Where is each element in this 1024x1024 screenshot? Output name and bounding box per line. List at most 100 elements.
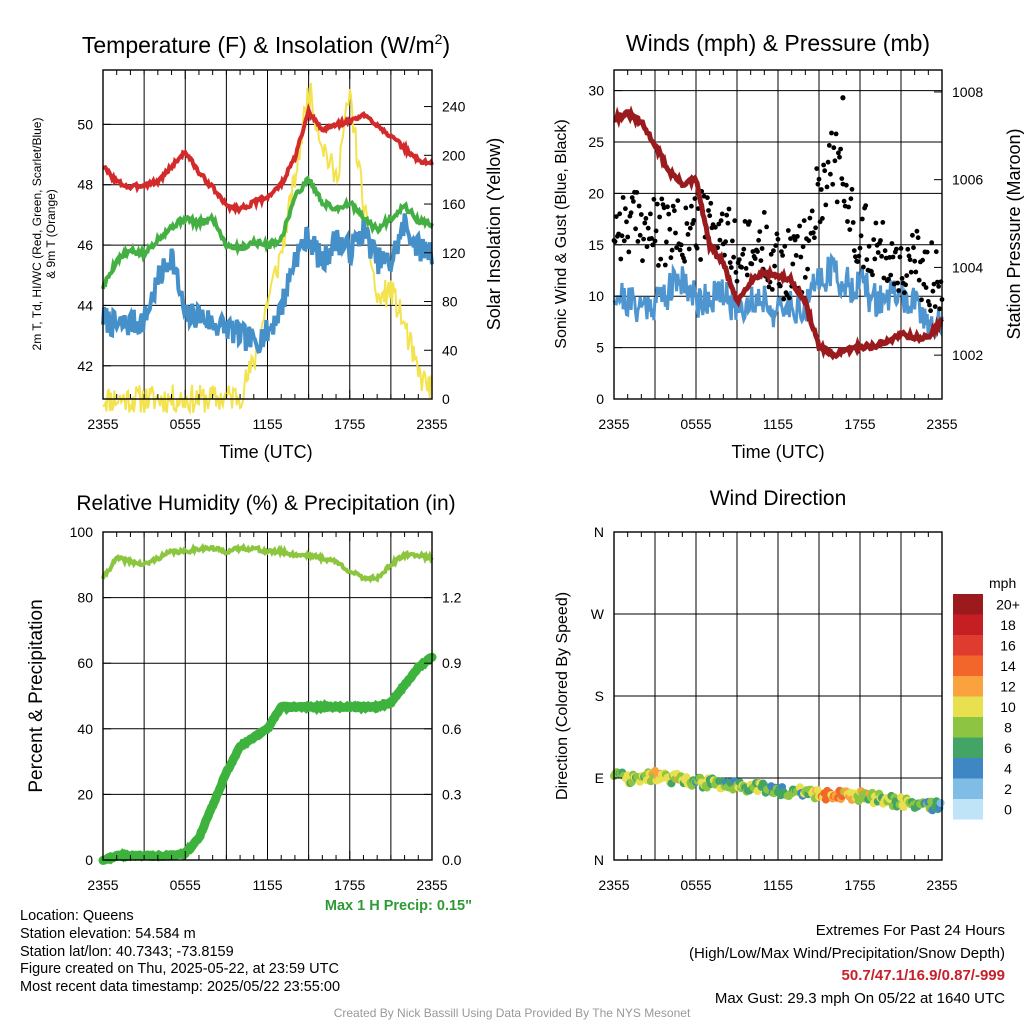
wind-direction-title: Wind Direction	[710, 487, 847, 510]
gust-point	[685, 232, 691, 237]
y-tick-label-right: 1008	[952, 84, 983, 100]
gust-point	[908, 269, 914, 275]
gust-point	[875, 250, 881, 255]
y-tick-label-left: N	[594, 524, 604, 540]
temperature-line	[102, 102, 434, 216]
gust-point	[667, 226, 673, 232]
gust-point	[631, 199, 636, 204]
speed-legend: mph 20+ 18 16 14 12 10 8 6 4 2 0	[953, 575, 1020, 820]
gust-point	[907, 257, 913, 263]
gust-point	[831, 145, 837, 151]
gust-point	[626, 249, 632, 255]
gust-point	[636, 203, 642, 209]
speed-legend-swatch	[953, 758, 983, 779]
gust-point	[733, 270, 739, 275]
y-tick-label-right: 0.6	[442, 721, 462, 737]
gust-point	[920, 257, 925, 263]
gust-point	[617, 211, 623, 217]
gust-point	[838, 146, 843, 152]
gust-point	[613, 214, 619, 220]
gust-point	[928, 308, 933, 314]
latest-timestamp: Most recent data timestamp: 2025/05/22 2…	[20, 979, 341, 996]
speed-legend-unit: mph	[989, 575, 1016, 591]
gust-point	[653, 228, 659, 234]
extremes-box: Extremes For Past 24 Hours (High/Low/Max…	[689, 920, 1005, 1010]
x-tick-label: 2355	[598, 416, 629, 432]
gust-point	[725, 220, 731, 226]
gust-point	[897, 254, 903, 260]
y-tick-label-right: 0.0	[442, 852, 462, 868]
gust-point	[638, 212, 644, 217]
gust-point	[849, 186, 855, 192]
gust-point	[736, 257, 742, 262]
gust-point	[898, 246, 904, 251]
gust-point	[691, 218, 697, 223]
winds-xlabel: Time (UTC)	[731, 442, 824, 462]
gust-point	[673, 230, 678, 236]
gust-point	[879, 253, 884, 259]
gust-point	[743, 266, 749, 271]
gust-point	[629, 195, 635, 201]
gust-point	[780, 253, 785, 258]
gust-point	[889, 241, 895, 246]
pressure-line	[613, 105, 944, 361]
y-tick-label-left: W	[591, 606, 605, 622]
gust-point	[845, 219, 850, 224]
gust-point	[683, 205, 689, 211]
temperature-ylabel-left-line2: & 9m T (Orange)	[44, 189, 58, 279]
gust-point	[732, 218, 738, 224]
gust-point	[634, 190, 640, 195]
winds-title: Winds (mph) & Pressure (mb)	[626, 30, 930, 56]
gust-point	[792, 237, 798, 243]
y-tick-label-left: 5	[596, 340, 604, 356]
gust-point	[888, 272, 894, 278]
wind-direction-point	[821, 795, 830, 804]
wind-direction-ylabel: Direction (Colored By Speed)	[554, 592, 571, 800]
humidity-ylabel-left: Percent & Precipitation	[26, 599, 47, 792]
speed-legend-label: 4	[1004, 761, 1012, 777]
gust-point	[859, 216, 865, 222]
gust-point	[878, 238, 883, 243]
gust-point	[825, 159, 831, 165]
gust-point	[805, 266, 810, 272]
gust-point	[777, 283, 783, 289]
gust-point	[666, 211, 672, 217]
gust-point	[651, 196, 657, 202]
gust-point	[847, 227, 853, 233]
x-tick-label: 0555	[170, 877, 201, 893]
gust-point	[659, 196, 665, 202]
gust-point	[637, 232, 643, 238]
gust-point	[880, 220, 886, 225]
speed-legend-swatch	[953, 676, 983, 697]
wind-direction-grid	[614, 532, 942, 860]
gust-point	[906, 253, 912, 259]
gust-point	[635, 239, 641, 244]
gust-point	[779, 249, 784, 255]
gust-point	[870, 272, 875, 278]
gust-point	[828, 171, 833, 177]
gust-point	[618, 256, 624, 262]
gust-point	[820, 216, 825, 221]
gust-point	[826, 143, 832, 148]
gust-point	[812, 235, 817, 241]
station-latlon: Station lat/lon: 40.7343; -73.8159	[20, 943, 234, 960]
gust-point	[654, 201, 660, 207]
gust-point	[866, 243, 872, 249]
x-tick-label: 2355	[416, 416, 447, 432]
y-tick-label-right: 1006	[952, 172, 983, 188]
wind-direction-ticks: 2355 0555 1155 1755 2355 N E S W N	[591, 524, 958, 893]
gust-point	[881, 275, 887, 281]
x-tick-label: 1155	[763, 877, 793, 893]
gust-point	[830, 181, 836, 187]
gust-point	[924, 249, 930, 255]
gust-point	[755, 249, 760, 254]
wind-direction-points	[610, 766, 945, 815]
gust-point	[698, 257, 703, 262]
gust-point	[625, 234, 631, 240]
gust-point	[662, 262, 668, 268]
gust-point	[813, 225, 818, 231]
speed-legend-swatch	[953, 696, 983, 717]
gust-point	[899, 276, 905, 281]
y-tick-label-right: 120	[442, 245, 466, 261]
humidity-grid	[103, 532, 432, 860]
